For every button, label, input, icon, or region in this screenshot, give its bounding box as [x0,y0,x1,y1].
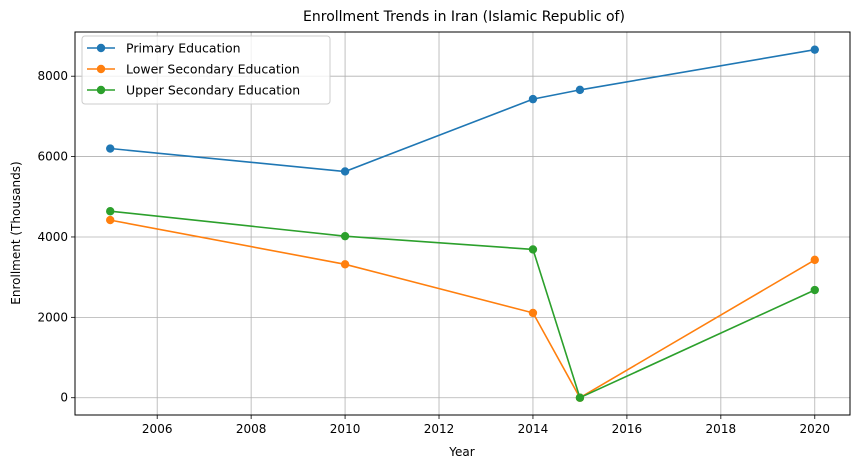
data-point-upper-secondary-education [528,245,538,254]
x-tick-label: 2008 [236,422,267,436]
data-point-upper-secondary-education [810,285,819,295]
x-tick-label: 2016 [612,422,643,436]
legend-marker-upper-secondary-education [96,85,106,95]
y-tick-label: 8000 [37,69,68,83]
data-point-upper-secondary-education [106,207,115,216]
data-point-lower-secondary-education [340,260,350,269]
x-tick-label: 2012 [424,422,455,436]
data-point-lower-secondary-education [528,308,538,318]
tick-layer: 2006 2008 2010 2012 2014 2016 2018 2020 0 2000 400… [37,69,830,436]
data-point-lower-secondary-education [106,215,115,225]
data-point-upper-secondary-education [575,393,585,402]
legend-box [81,35,331,105]
y-tick-label: 2000 [37,310,68,324]
legend-label-upper-secondary-education: Upper Secondary Education [126,83,300,98]
x-tick-label: 2018 [706,422,737,436]
chart-title: Enrollment Trends in Iran (Islamic Repub… [303,9,625,25]
data-point-lower-secondary-education [810,255,819,265]
y-tick-label: 0 [60,391,68,405]
data-point-primary-education [528,94,538,104]
x-tick-label: 2006 [142,422,173,436]
x-tick-label: 2010 [330,422,361,436]
x-tick-label: 2014 [518,422,549,436]
series-layer [106,45,819,402]
legend-label-lower-secondary-education: Lower Secondary Education [126,62,300,77]
y-axis-label: Enrollment (Thousands) [9,161,23,304]
data-point-primary-education [340,167,350,176]
data-point-upper-secondary-education [340,231,350,241]
legend-label-primary-education: Primary Education [126,41,241,56]
data-point-primary-education [810,45,819,54]
grid [75,32,850,415]
data-point-primary-education [575,85,585,95]
y-tick-label: 4000 [37,230,68,244]
y-tick-label: 6000 [37,150,68,164]
x-axis-label: Year [448,445,474,459]
series-line-lower-secondary-education [110,219,816,399]
legend-marker-lower-secondary-education [96,64,106,74]
x-tick-label: 2020 [799,422,830,436]
plot-frame [74,31,851,416]
data-point-primary-education [106,144,115,153]
legend-marker-primary-education [96,43,106,53]
legend: Primary Education Lower Secondary Educati… [81,35,331,105]
